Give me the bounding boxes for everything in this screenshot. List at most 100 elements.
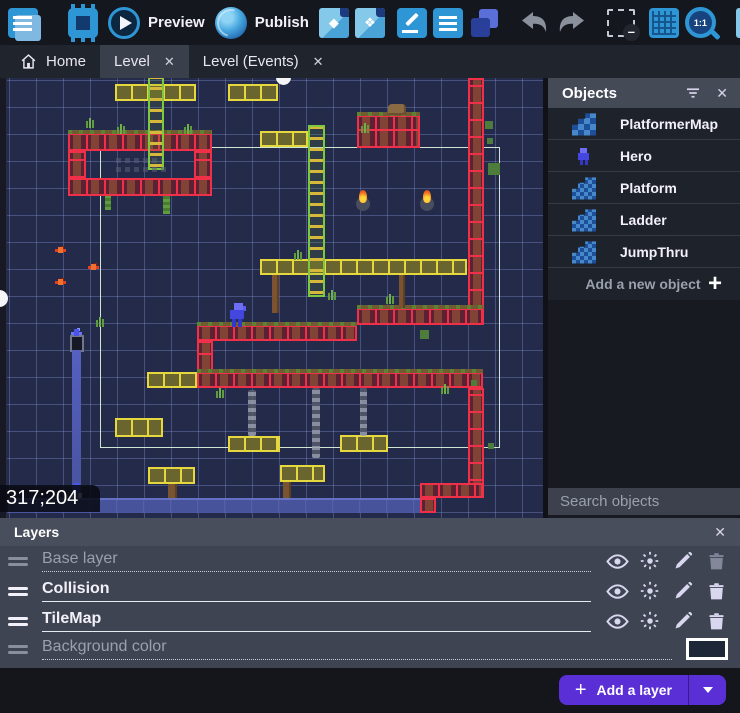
canvas-yellow[interactable] [340, 435, 388, 452]
scene-canvas[interactable]: 317;204 [0, 78, 543, 518]
canvas-bird[interactable] [55, 278, 66, 287]
canvas-yellow[interactable] [260, 259, 467, 275]
canvas-grass[interactable] [385, 294, 395, 304]
canvas-yellow[interactable] [228, 84, 278, 101]
canvas-red[interactable] [197, 341, 213, 372]
trash-icon[interactable] [704, 609, 728, 633]
canvas-grass[interactable] [327, 290, 337, 300]
publish-button[interactable]: Publish [214, 6, 319, 39]
canvas-torch[interactable] [356, 190, 370, 216]
layer-name-field[interactable]: TileMap [42, 610, 591, 632]
close-icon[interactable]: ✕ [714, 523, 726, 540]
add-object-row[interactable]: Add a new object + [548, 268, 740, 300]
canvas-grass[interactable] [85, 118, 95, 128]
canvas-red[interactable] [468, 78, 484, 325]
canvas-rope[interactable] [272, 275, 279, 313]
object-item-platformermap[interactable]: PlatformerMap [548, 108, 740, 140]
canvas-rope[interactable] [399, 275, 405, 308]
preview-button[interactable]: Preview [108, 6, 215, 39]
clear-selection-icon[interactable] [606, 8, 640, 41]
canvas-deco[interactable] [420, 330, 429, 339]
plus-icon[interactable]: + [707, 270, 722, 297]
canvas-red[interactable] [68, 133, 212, 151]
tools-icon[interactable] [735, 7, 740, 38]
canvas-hero[interactable] [228, 301, 246, 327]
edit-scene-icon[interactable] [396, 7, 427, 38]
canvas-grass[interactable] [215, 388, 225, 398]
canvas-grass[interactable] [293, 250, 303, 260]
canvas-bird[interactable] [55, 246, 66, 255]
close-icon[interactable]: ✕ [716, 84, 728, 101]
add-layer-button[interactable]: + Add a layer [558, 675, 688, 705]
background-color-swatch[interactable] [686, 638, 728, 660]
canvas-bird[interactable] [88, 263, 99, 272]
filter-icon[interactable] [684, 84, 702, 102]
edit-icon[interactable] [671, 549, 695, 573]
canvas-red[interactable] [197, 372, 483, 388]
canvas-red[interactable] [468, 388, 484, 498]
object-item-jumpthru[interactable]: JumpThru [548, 236, 740, 268]
canvas-yellow[interactable] [115, 418, 163, 437]
edit-icon[interactable] [671, 579, 695, 603]
canvas-chain[interactable] [248, 390, 256, 436]
canvas-chain[interactable] [312, 388, 320, 458]
canvas-chain[interactable] [360, 388, 367, 436]
canvas-yellow[interactable] [148, 467, 195, 484]
canvas-red[interactable] [197, 325, 357, 341]
canvas-watercol[interactable] [72, 350, 81, 498]
undo-icon[interactable] [519, 9, 551, 37]
canvas-deco[interactable] [488, 443, 494, 449]
object-item-platform[interactable]: Platform [548, 172, 740, 204]
layer-name-field[interactable]: Background color [42, 638, 672, 660]
canvas-grass[interactable] [360, 123, 370, 133]
canvas-deco[interactable] [485, 121, 493, 129]
canvas-grass[interactable] [95, 317, 105, 327]
canvas-red[interactable] [357, 308, 483, 325]
canvas-grass[interactable] [183, 124, 193, 134]
canvas-trunk[interactable] [283, 482, 291, 500]
canvas-red[interactable] [420, 498, 436, 513]
canvas-bluebird[interactable] [71, 328, 82, 338]
object-item-hero[interactable]: Hero [548, 140, 740, 172]
zoom-1-1-icon[interactable]: 1:1 [684, 7, 716, 38]
canvas-grass[interactable] [116, 124, 126, 134]
canvas-grass[interactable] [440, 384, 450, 394]
canvas-torch[interactable] [420, 190, 434, 216]
canvas-red[interactable] [68, 151, 86, 178]
debug-icon[interactable] [68, 3, 98, 38]
search-objects-input[interactable] [560, 493, 740, 510]
tab-level-events[interactable]: Level (Events) ✕ [189, 45, 338, 78]
drag-handle-icon[interactable] [8, 584, 28, 599]
canvas-yellow[interactable] [280, 465, 325, 482]
object-item-ladder[interactable]: Ladder [548, 204, 740, 236]
drag-handle-icon[interactable] [8, 642, 28, 657]
effects-icon[interactable] [638, 609, 662, 633]
canvas-red[interactable] [68, 178, 212, 196]
close-tab-icon[interactable]: ✕ [312, 53, 324, 69]
tab-home[interactable]: Home [6, 45, 100, 78]
eye-icon[interactable] [605, 609, 629, 633]
grid-icon[interactable] [648, 7, 679, 38]
effects-icon[interactable] [638, 579, 662, 603]
layer-name-field[interactable]: Base layer [42, 550, 591, 572]
eye-icon[interactable] [605, 549, 629, 573]
canvas-yellow[interactable] [147, 372, 197, 388]
instances-list-icon[interactable]: ❖ [354, 7, 385, 38]
canvas-vthumb[interactable] [0, 290, 8, 307]
canvas-deco[interactable] [488, 163, 500, 175]
add-object-icon[interactable]: ◆ [318, 7, 349, 38]
canvas-deco[interactable] [487, 138, 493, 144]
project-manager-icon[interactable] [8, 7, 41, 41]
canvas-yellow[interactable] [260, 131, 308, 147]
effects-icon[interactable] [638, 549, 662, 573]
canvas-deco[interactable] [471, 380, 477, 386]
layer-name-field[interactable]: Collision [42, 580, 591, 602]
canvas-red[interactable] [357, 115, 420, 148]
add-layer-dropdown-button[interactable] [688, 675, 726, 705]
trash-icon[interactable] [704, 579, 728, 603]
canvas-yellow[interactable] [228, 436, 280, 452]
close-tab-icon[interactable]: ✕ [163, 53, 175, 69]
eye-icon[interactable] [605, 579, 629, 603]
redo-icon[interactable] [555, 9, 587, 37]
trash-icon[interactable] [704, 549, 728, 573]
